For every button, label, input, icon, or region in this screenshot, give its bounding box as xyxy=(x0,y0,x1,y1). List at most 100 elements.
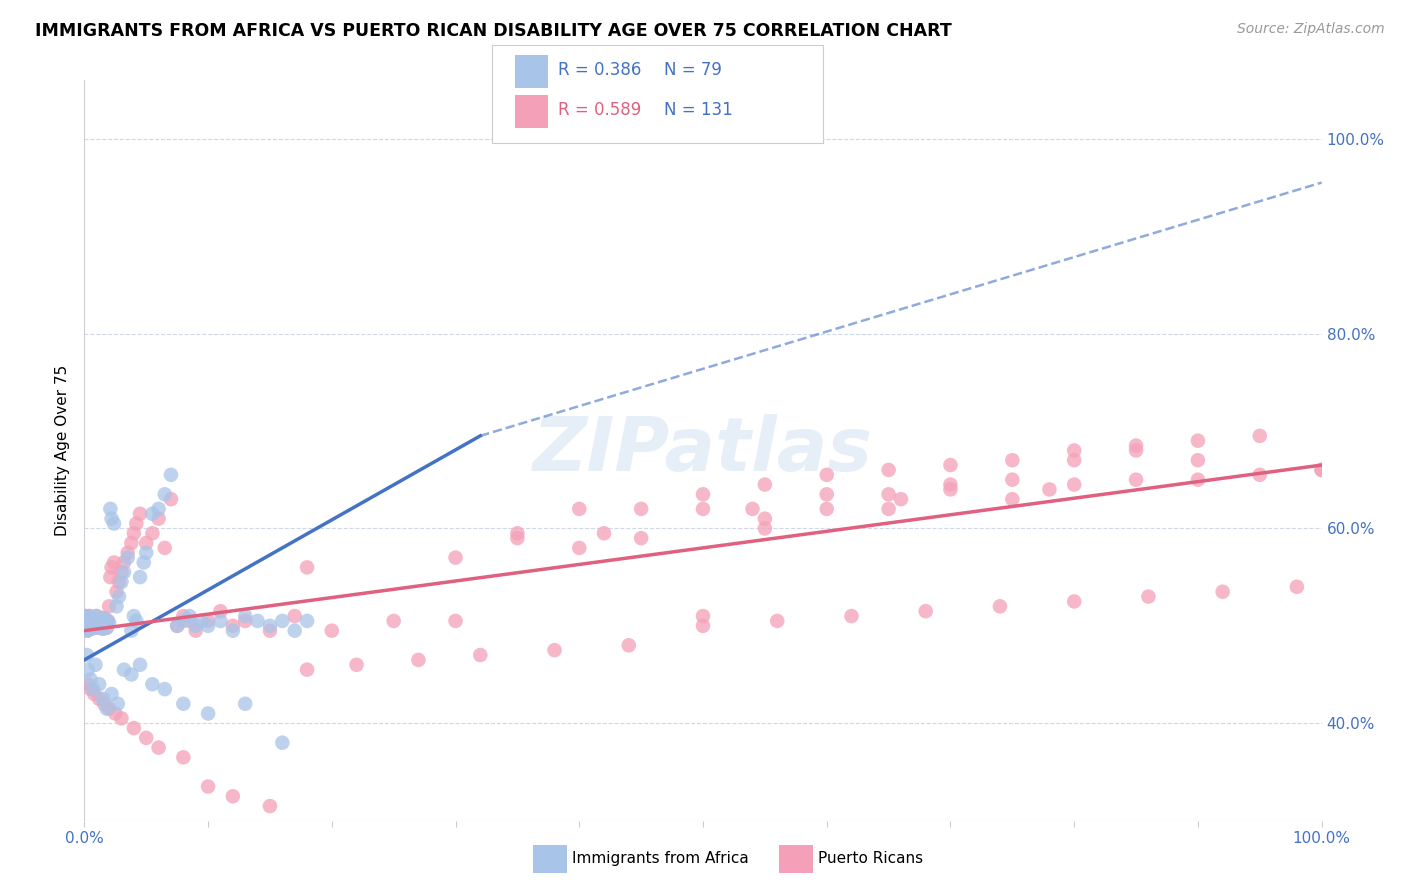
Point xyxy=(94,616,117,631)
Point xyxy=(179,609,201,624)
Point xyxy=(754,511,776,525)
Point xyxy=(76,624,98,638)
Point xyxy=(172,697,194,711)
Point xyxy=(91,691,114,706)
Point xyxy=(141,677,163,691)
Point xyxy=(110,566,132,580)
Point xyxy=(271,614,294,628)
Point xyxy=(120,624,142,638)
Point xyxy=(568,502,591,516)
Point xyxy=(444,614,467,628)
Point xyxy=(77,663,100,677)
Point xyxy=(86,609,108,624)
Point xyxy=(91,622,114,636)
Point xyxy=(284,624,307,638)
Point xyxy=(80,622,103,636)
Point xyxy=(841,609,863,624)
Point xyxy=(82,682,104,697)
Point xyxy=(76,616,98,631)
Point xyxy=(766,614,789,628)
Point xyxy=(110,574,132,589)
Point xyxy=(75,609,97,624)
Point xyxy=(100,511,122,525)
Point xyxy=(82,616,104,631)
Point xyxy=(1285,580,1308,594)
Point xyxy=(259,624,281,638)
Point xyxy=(259,619,281,633)
Point xyxy=(222,624,245,638)
Point xyxy=(692,487,714,501)
Point xyxy=(93,697,115,711)
Point xyxy=(80,622,103,636)
Point xyxy=(77,619,100,633)
Point xyxy=(166,619,188,633)
Point xyxy=(75,621,97,635)
Point xyxy=(129,507,152,521)
Point xyxy=(125,516,148,531)
Point xyxy=(166,619,188,633)
Point xyxy=(104,706,127,721)
Point xyxy=(148,740,170,755)
Point xyxy=(197,706,219,721)
Point xyxy=(209,614,232,628)
Point xyxy=(593,526,616,541)
Point xyxy=(79,609,101,624)
Point xyxy=(939,483,962,497)
Text: Immigrants from Africa: Immigrants from Africa xyxy=(572,852,749,866)
Point xyxy=(172,750,194,764)
Point xyxy=(108,590,131,604)
Point xyxy=(754,477,776,491)
Point xyxy=(77,619,100,633)
Point xyxy=(1137,590,1160,604)
Point xyxy=(1063,594,1085,608)
Point xyxy=(98,570,121,584)
Point xyxy=(1212,584,1234,599)
Point xyxy=(153,541,176,555)
Point xyxy=(135,546,157,560)
Text: N = 79: N = 79 xyxy=(664,62,721,79)
Text: N = 131: N = 131 xyxy=(664,102,733,120)
Point xyxy=(79,615,101,630)
Point xyxy=(96,701,118,715)
Point xyxy=(1125,443,1147,458)
Point xyxy=(914,604,936,618)
Point xyxy=(197,780,219,794)
Point xyxy=(108,574,131,589)
Point xyxy=(1063,443,1085,458)
Point xyxy=(89,621,111,635)
Point xyxy=(1310,463,1333,477)
Point xyxy=(617,638,640,652)
Point xyxy=(148,502,170,516)
Point xyxy=(96,621,118,635)
Point xyxy=(1249,429,1271,443)
Text: R = 0.589: R = 0.589 xyxy=(558,102,641,120)
Point xyxy=(692,619,714,633)
Point xyxy=(103,516,125,531)
Text: Source: ZipAtlas.com: Source: ZipAtlas.com xyxy=(1237,22,1385,37)
Point xyxy=(132,556,155,570)
Point xyxy=(83,687,105,701)
Point xyxy=(153,487,176,501)
Point xyxy=(79,682,101,697)
Point xyxy=(76,622,98,636)
Point xyxy=(91,622,114,636)
Point xyxy=(877,502,900,516)
Point xyxy=(233,614,256,628)
Point xyxy=(122,721,145,735)
Point xyxy=(1249,467,1271,482)
Point xyxy=(141,526,163,541)
Point xyxy=(148,511,170,525)
Point xyxy=(141,507,163,521)
Point xyxy=(112,556,135,570)
Point xyxy=(630,502,652,516)
Point xyxy=(295,560,318,574)
Point xyxy=(87,619,110,633)
Point xyxy=(120,536,142,550)
Point xyxy=(444,550,467,565)
Point xyxy=(105,584,128,599)
Point xyxy=(117,550,139,565)
Point xyxy=(76,611,98,625)
Point xyxy=(815,487,838,501)
Point xyxy=(112,566,135,580)
Point xyxy=(209,604,232,618)
